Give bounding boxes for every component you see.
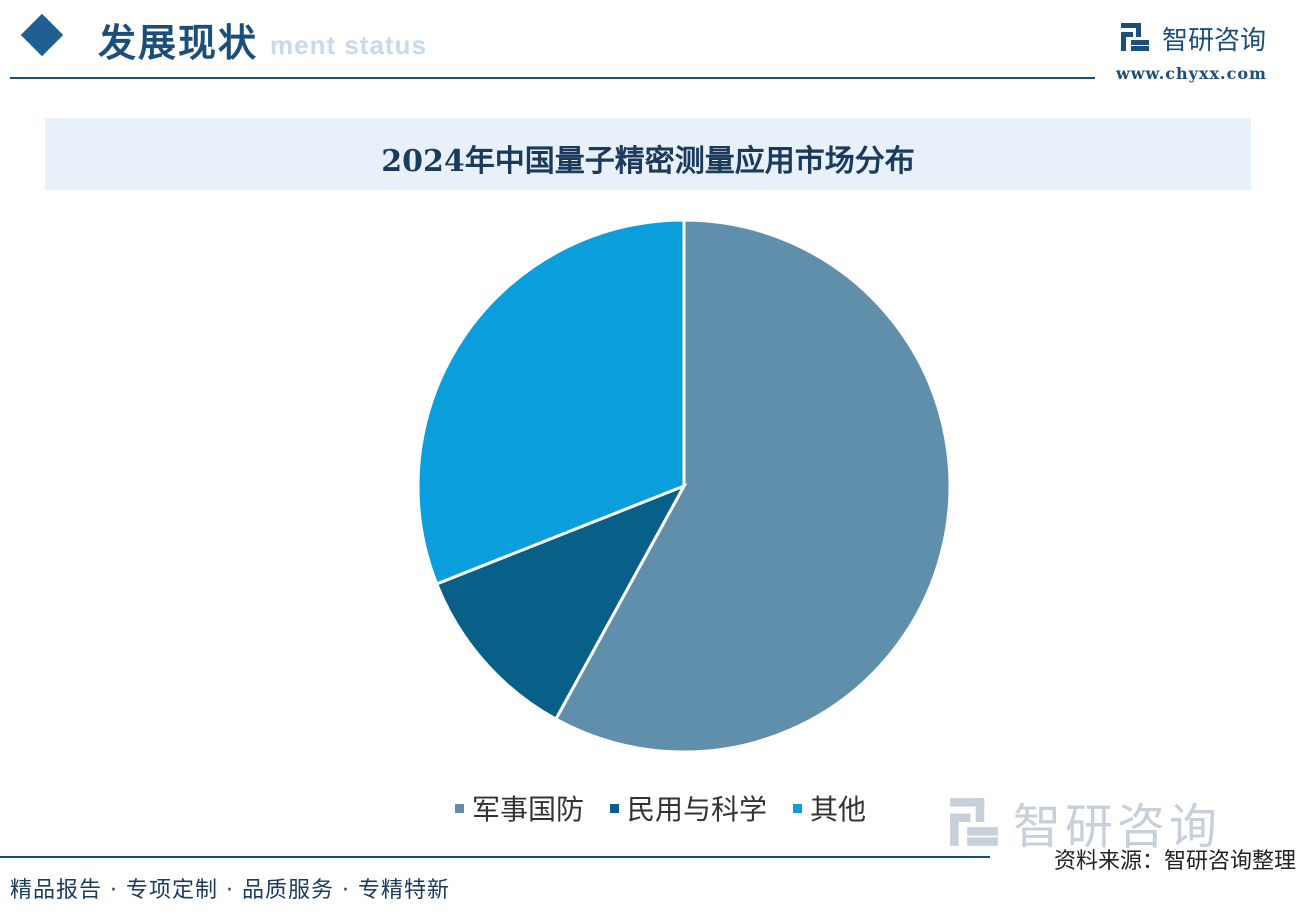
legend-swatch xyxy=(455,803,464,813)
page-header: ment status 发展现状 智研咨询 www.chyxx.com xyxy=(0,0,1314,90)
watermark: 智研咨询 xyxy=(945,787,1221,857)
legend-item-civil-science: 民用与科学 xyxy=(610,788,767,828)
watermark-text: 智研咨询 xyxy=(1013,799,1222,855)
watermark-logo-icon xyxy=(950,798,998,846)
legend-label: 其他 xyxy=(810,793,867,826)
chart-title-bar: 2024年中国量子精密测量应用市场分布 xyxy=(45,118,1251,190)
pie-slice-military-defense xyxy=(553,218,952,754)
footer-divider xyxy=(0,856,990,858)
section-title: 发展现状 xyxy=(98,21,259,65)
legend-swatch xyxy=(793,803,803,813)
legend-swatch xyxy=(610,803,620,813)
brand-url[interactable]: www.chyxx.com xyxy=(1116,64,1267,83)
legend-item-military-defense: 军事国防 xyxy=(455,788,584,828)
header-divider xyxy=(10,77,1095,79)
pie-slice-other xyxy=(416,218,686,586)
legend-label: 民用与科学 xyxy=(627,793,768,826)
legend-label: 军事国防 xyxy=(472,793,585,826)
source-note: 资料来源：智研咨询整理 xyxy=(1053,849,1296,874)
brand-logo-icon xyxy=(1121,23,1149,51)
section-subtitle: ment status xyxy=(270,30,427,60)
pie-slice-civil-science xyxy=(434,483,688,722)
legend-item-other: 其他 xyxy=(793,788,866,828)
brand-name: 智研咨询 xyxy=(1162,26,1267,56)
chart-legend: 军事国防 民用与科学 其他 xyxy=(455,790,866,826)
footer-tagline: 精品报告 · 专项定制 · 品质服务 · 专精特新 xyxy=(10,878,450,903)
chart-title: 2024年中国量子精密测量应用市场分布 xyxy=(381,144,915,179)
